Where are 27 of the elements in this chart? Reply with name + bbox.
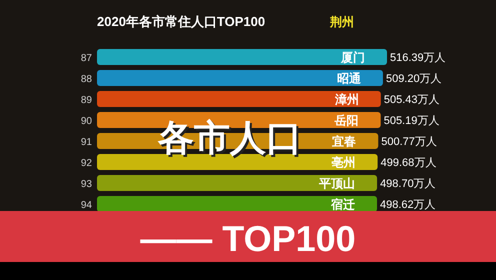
y-tick-label: 岳阳 [334, 114, 359, 128]
text: 93 [80, 179, 92, 190]
text: 92 [80, 158, 92, 169]
data-label: 499.68万人 [380, 157, 436, 169]
data-label: 500.77万人 [381, 136, 437, 148]
y-tick-label: 漳州 [334, 92, 359, 106]
y-tick-label: 宿迁 [330, 198, 356, 212]
y-tick-label: 宜春 [332, 134, 356, 148]
text: —— TOP100 [140, 218, 356, 259]
text: 94 [80, 200, 92, 211]
subtitle: 荆州 [330, 15, 354, 29]
data-label: 498.62万人 [380, 199, 436, 211]
data-label: 505.43万人 [384, 94, 440, 106]
y-tick-label: 亳州 [332, 156, 356, 170]
data-label: 505.19万人 [384, 115, 440, 127]
y-tick-label: 平顶山 [318, 176, 356, 190]
text: 91 [80, 137, 92, 148]
data-label: 516.39万人 [390, 52, 446, 64]
data-label: 509.20万人 [386, 73, 442, 85]
text: 87 [80, 53, 92, 64]
text: 89 [80, 95, 92, 106]
y-tick-label: 厦门 [340, 50, 365, 64]
text: 90 [80, 116, 92, 127]
data-label: 498.70万人 [380, 178, 436, 190]
y-tick-label: 昭通 [336, 72, 362, 86]
text: 88 [80, 74, 92, 85]
title: 2020年各市常住人口TOP100 [97, 14, 266, 29]
